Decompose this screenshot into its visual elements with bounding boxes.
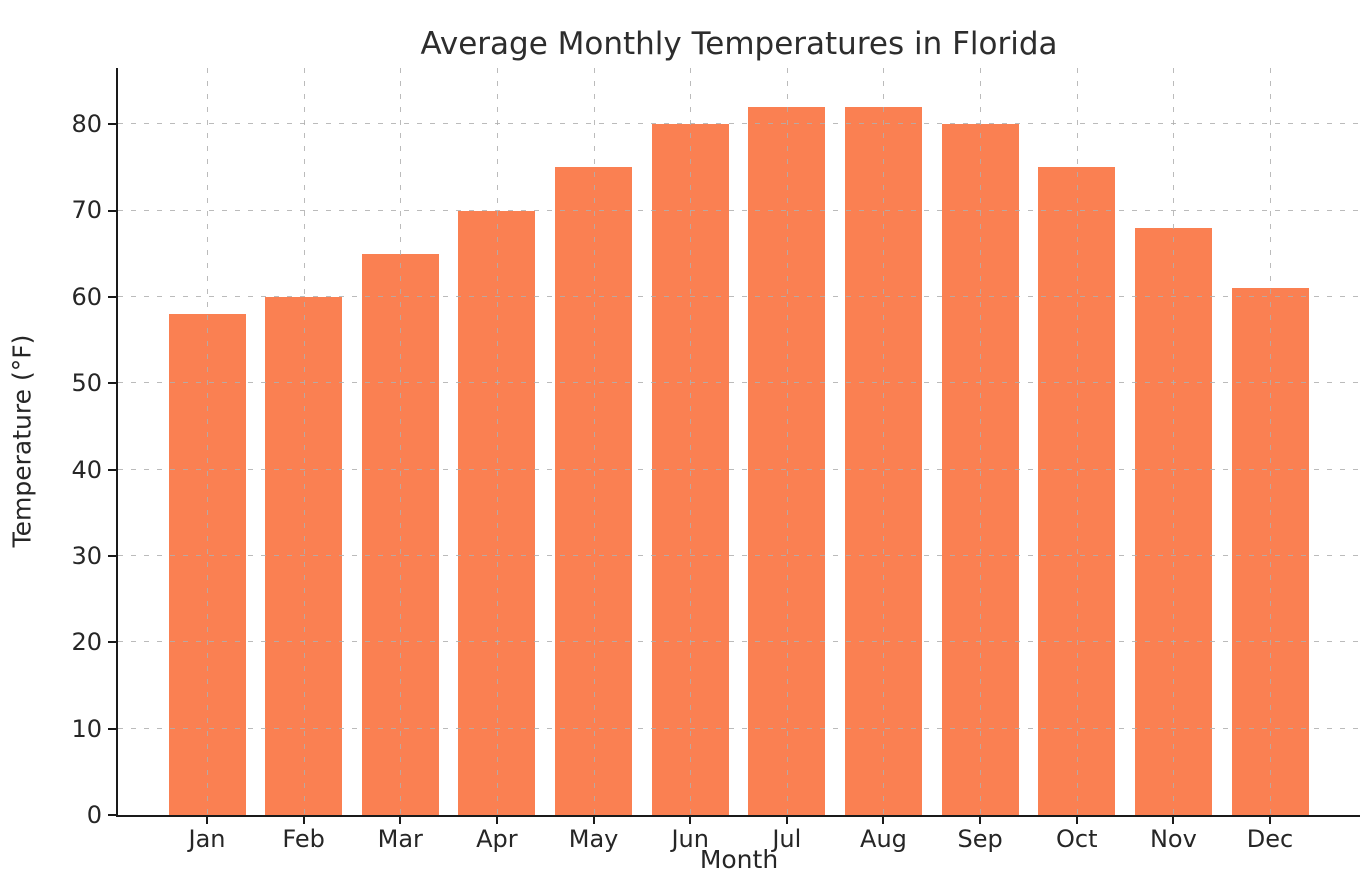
gridline-vertical-mar [400,68,402,815]
x-tick-label-jul: Jul [772,825,802,853]
y-tick-mark-0 [108,814,116,816]
x-tick-label-apr: Apr [476,825,518,853]
x-tick-mark-sep [979,817,982,824]
x-tick-mark-mar [399,817,402,824]
x-tick-mark-feb [302,817,305,824]
y-tick-label-10: 10 [71,714,102,743]
x-tick-label-jan: Jan [188,825,226,853]
chart-title: Average Monthly Temperatures in Florida [420,26,1058,62]
gridline-vertical-may [593,68,595,815]
y-tick-mark-20 [108,641,116,644]
gridline-vertical-sep [980,68,982,815]
gridline-vertical-nov [1173,68,1175,815]
y-tick-mark-70 [108,209,116,212]
y-tick-mark-50 [108,382,116,385]
y-tick-mark-10 [108,727,116,730]
x-tick-mark-apr [495,817,498,824]
x-tick-label-nov: Nov [1149,825,1197,853]
x-tick-mark-jun [689,817,692,824]
gridline-horizontal-20 [118,641,1360,643]
gridline-vertical-jul [786,68,788,815]
x-tick-mark-dec [1269,817,1272,824]
y-tick-mark-40 [108,468,116,471]
gridline-horizontal-30 [118,554,1360,556]
x-tick-label-oct: Oct [1056,825,1098,853]
x-tick-mark-nov [1172,817,1175,824]
y-tick-label-30: 30 [71,541,102,570]
x-tick-mark-oct [1075,817,1078,824]
x-tick-mark-jul [785,817,788,824]
x-tick-label-mar: Mar [377,825,423,853]
y-tick-mark-30 [108,554,116,557]
gridline-horizontal-50 [118,382,1360,384]
y-axis-label: Temperature (°F) [7,334,37,548]
gridline-vertical-jun [690,68,692,815]
gridline-horizontal-40 [118,468,1360,470]
y-tick-mark-80 [108,123,116,126]
x-tick-label-dec: Dec [1246,825,1294,853]
y-tick-label-80: 80 [71,110,102,139]
x-axis-spine [116,815,1360,817]
gridline-horizontal-70 [118,209,1360,211]
x-axis-label: Month [699,845,779,874]
gridline-vertical-dec [1270,68,1272,815]
gridline-vertical-jan [207,68,208,815]
y-tick-mark-60 [108,295,116,298]
y-tick-label-70: 70 [71,196,102,225]
x-tick-mark-aug [882,817,885,824]
gridline-horizontal-10 [118,727,1360,729]
gridline-vertical-oct [1076,68,1078,815]
gridline-vertical-feb [303,68,305,815]
y-tick-label-0: 0 [86,801,102,829]
gridline-horizontal-60 [118,295,1360,297]
x-tick-label-aug: Aug [860,825,907,853]
x-tick-label-feb: Feb [282,825,325,853]
y-tick-label-40: 40 [71,455,102,484]
x-tick-label-sep: Sep [957,825,1003,853]
y-axis-spine [116,68,118,817]
gridline-vertical-apr [496,68,498,815]
gridline-horizontal-80 [118,123,1360,125]
x-tick-label-may: May [568,825,619,853]
y-tick-label-60: 60 [71,282,102,311]
x-tick-label-jun: Jun [671,825,709,853]
y-tick-label-50: 50 [71,369,102,398]
plot-area: 0 10 20 30 40 50 60 70 80 Jan Feb Mar Apr May Jun Jul Au… [71,68,1360,853]
gridline-vertical-aug [883,68,885,815]
x-tick-mark-jan [206,817,208,824]
y-tick-label-20: 20 [71,628,102,657]
x-tick-mark-may [592,817,595,824]
